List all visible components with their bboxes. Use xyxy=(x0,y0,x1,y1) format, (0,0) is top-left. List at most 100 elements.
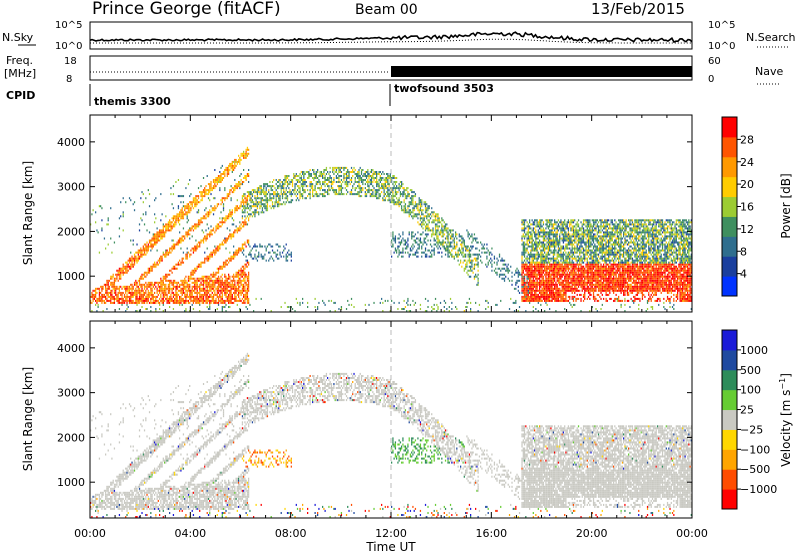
power-cell xyxy=(120,275,122,278)
power-cell xyxy=(231,217,233,220)
power-cell xyxy=(438,251,440,254)
power-cell xyxy=(185,295,187,298)
power-cell xyxy=(182,213,185,216)
power-cell xyxy=(215,185,217,188)
power-cell xyxy=(172,295,175,298)
power-cell xyxy=(230,295,232,298)
power-cell xyxy=(540,261,542,264)
power-cell xyxy=(441,235,443,238)
power-cell xyxy=(228,237,230,240)
power-cell xyxy=(274,193,276,196)
power-cell xyxy=(354,173,356,176)
power-cell xyxy=(322,175,324,178)
power-cell xyxy=(133,255,136,258)
power-cell xyxy=(204,195,206,198)
power-cell xyxy=(155,233,157,236)
power-cell xyxy=(137,253,139,256)
power-cell xyxy=(185,299,187,302)
power-cell xyxy=(141,306,143,309)
power-cell xyxy=(107,243,109,246)
power-cell xyxy=(526,241,528,244)
power-cell xyxy=(216,293,218,296)
beam-title: Beam 00 xyxy=(355,2,418,18)
power-cell xyxy=(315,195,317,198)
power-cell xyxy=(526,285,528,288)
power-cell xyxy=(424,237,427,240)
power-cell xyxy=(266,183,269,186)
power-cell xyxy=(391,189,393,192)
power-cell xyxy=(226,195,228,198)
power-cell xyxy=(398,253,400,256)
power-cell xyxy=(194,199,196,202)
power-cell xyxy=(204,251,206,254)
power-cell xyxy=(207,215,210,218)
power-cell xyxy=(339,175,341,178)
power-cell xyxy=(106,308,108,311)
power-cell xyxy=(246,283,249,286)
power-cell xyxy=(477,279,479,282)
power-cell xyxy=(228,173,230,176)
power-cell xyxy=(152,263,154,266)
power-cell xyxy=(171,217,173,220)
power-cell xyxy=(161,231,163,234)
power-cell xyxy=(503,263,506,266)
power-cell xyxy=(191,247,193,250)
power-cell xyxy=(128,285,131,288)
power-cell xyxy=(540,225,542,228)
power-cell xyxy=(155,297,157,300)
power-cell xyxy=(231,279,233,282)
power-cell xyxy=(388,199,390,202)
power-cell xyxy=(419,241,422,244)
power-cell xyxy=(157,301,159,304)
power-cell xyxy=(273,259,275,262)
power-cell xyxy=(322,183,324,186)
power-cell xyxy=(254,205,256,208)
power-cell xyxy=(141,249,143,252)
power-cell xyxy=(254,211,256,214)
power-cell xyxy=(535,253,537,256)
power-cell xyxy=(148,245,151,248)
power-cell xyxy=(349,179,351,182)
power-cell xyxy=(276,203,279,206)
power-cell xyxy=(401,209,403,212)
power-cell xyxy=(530,283,532,286)
power-cell xyxy=(201,287,203,290)
power-cell xyxy=(241,283,244,286)
power-cell xyxy=(535,229,537,232)
power-cell xyxy=(406,195,408,198)
power-cell xyxy=(500,259,502,262)
power-cell xyxy=(315,193,317,196)
power-cell xyxy=(276,195,279,198)
power-cell xyxy=(527,265,529,268)
power-cell xyxy=(275,255,277,258)
power-cell xyxy=(353,306,355,309)
power-cell xyxy=(525,287,527,290)
power-cell xyxy=(140,289,142,292)
power-cell xyxy=(463,255,465,258)
power-cell xyxy=(195,201,197,204)
power-cell xyxy=(169,273,171,276)
power-cell xyxy=(537,235,539,238)
power-cell xyxy=(243,177,245,180)
power-cell xyxy=(165,255,167,258)
power-cell xyxy=(437,308,439,311)
power-cell xyxy=(216,291,218,294)
power-cell xyxy=(162,223,164,226)
power-cell xyxy=(534,219,536,222)
power-cell xyxy=(261,245,264,248)
power-cell xyxy=(493,261,496,264)
power-cell xyxy=(197,277,200,280)
power-cell xyxy=(111,283,113,286)
power-cell xyxy=(455,253,457,256)
power-cell xyxy=(147,245,149,248)
power-cell xyxy=(270,185,272,188)
power-cell xyxy=(278,199,280,202)
power-cell xyxy=(245,179,247,182)
power-cell xyxy=(409,249,412,252)
power-cell xyxy=(220,181,222,184)
power-cell xyxy=(280,193,282,196)
power-cell xyxy=(181,281,183,284)
power-cell xyxy=(363,179,365,182)
power-cell xyxy=(174,247,176,250)
power-cell xyxy=(245,306,247,309)
